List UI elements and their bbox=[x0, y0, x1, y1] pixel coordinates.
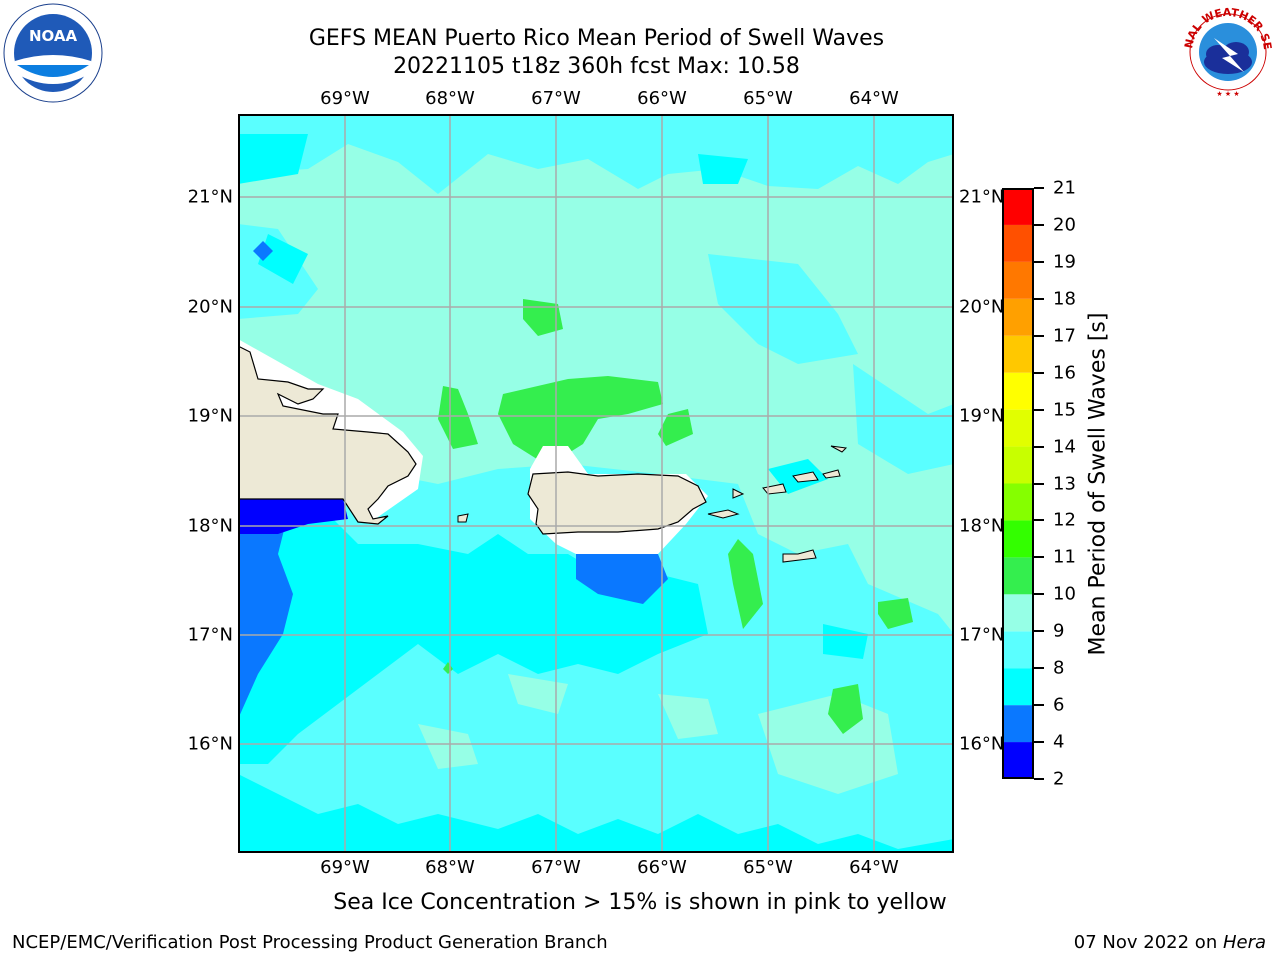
colorbar-segment bbox=[1002, 742, 1034, 779]
colorbar-tick-label: 6 bbox=[1053, 694, 1065, 716]
lon-label-top: 67°W bbox=[531, 88, 581, 109]
colorbar-label: Mean Period of Swell Waves [s] bbox=[1085, 312, 1111, 656]
lon-label-bottom: 68°W bbox=[425, 857, 475, 878]
lon-label-top: 64°W bbox=[849, 88, 899, 109]
colorbar-tick-label: 14 bbox=[1053, 436, 1076, 458]
svg-text:★ ★ ★: ★ ★ ★ bbox=[1216, 90, 1239, 98]
colorbar-tick-label: 2 bbox=[1053, 768, 1065, 790]
lat-label-right: 20°N bbox=[959, 296, 1005, 318]
colorbar-tick-label: 9 bbox=[1053, 620, 1065, 642]
colorbar-tick-mark bbox=[1034, 297, 1044, 300]
colorbar-segment bbox=[1002, 335, 1034, 373]
colorbar-tick-mark bbox=[1034, 445, 1044, 448]
lon-label-bottom: 66°W bbox=[637, 857, 687, 878]
colorbar-tick-label: 21 bbox=[1053, 177, 1076, 199]
colorbar-tick-mark bbox=[1034, 260, 1044, 263]
lat-label-left: 20°N bbox=[187, 296, 233, 318]
colorbar-tick-label: 12 bbox=[1053, 509, 1076, 531]
colorbar-tick-mark bbox=[1034, 593, 1044, 596]
colorbar-tick-mark bbox=[1034, 556, 1044, 559]
lat-label-left: 16°N bbox=[187, 733, 233, 755]
colorbar-tick-label: 17 bbox=[1053, 325, 1076, 347]
colorbar-segment bbox=[1002, 446, 1034, 484]
sea-ice-note: Sea Ice Concentration > 15% is shown in … bbox=[333, 890, 947, 915]
lat-label-right: 21°N bbox=[959, 186, 1005, 208]
colorbar-tick-label: 10 bbox=[1053, 583, 1076, 605]
colorbar-tick-label: 18 bbox=[1053, 288, 1076, 310]
colorbar-tick-label: 8 bbox=[1053, 657, 1065, 679]
colorbar-segment bbox=[1002, 483, 1034, 521]
lat-label-left: 21°N bbox=[187, 186, 233, 208]
map-graticule bbox=[238, 114, 954, 853]
colorbar-tick-label: 15 bbox=[1053, 399, 1076, 421]
colorbar-segment bbox=[1002, 557, 1034, 595]
lon-label-bottom: 67°W bbox=[531, 857, 581, 878]
colorbar-tick-label: 4 bbox=[1053, 731, 1065, 753]
chart-title-line-1: GEFS MEAN Puerto Rico Mean Period of Swe… bbox=[308, 26, 885, 51]
colorbar-segment bbox=[1002, 520, 1034, 558]
colorbar-segment bbox=[1002, 631, 1034, 669]
lon-label-top: 68°W bbox=[425, 88, 475, 109]
colorbar-segment bbox=[1002, 224, 1034, 262]
colorbar-tick-mark bbox=[1034, 667, 1044, 670]
swell-contour-4-6 bbox=[238, 241, 668, 719]
colorbar-segment bbox=[1002, 668, 1034, 706]
map-panel bbox=[238, 114, 954, 853]
noaa-logo-text: NOAA bbox=[29, 27, 78, 45]
colorbar-tick-mark bbox=[1034, 408, 1044, 411]
colorbar-tick-mark bbox=[1034, 519, 1044, 522]
footer-machine: Hera bbox=[1222, 932, 1266, 953]
colorbar-segment bbox=[1002, 261, 1034, 299]
colorbar-tick-mark bbox=[1034, 371, 1044, 374]
colorbar-tick-mark bbox=[1034, 704, 1044, 707]
lon-label-bottom: 69°W bbox=[320, 857, 370, 878]
chart-title-line-2: 20221105 t18z 360h fcst Max: 10.58 bbox=[393, 54, 800, 79]
footer-date-text: 07 Nov 2022 on bbox=[1073, 932, 1223, 953]
colorbar-tick-mark bbox=[1034, 482, 1044, 485]
colorbar-segment bbox=[1002, 705, 1034, 743]
colorbar-segment bbox=[1002, 188, 1034, 225]
colorbar-segment bbox=[1002, 298, 1034, 336]
lon-label-bottom: 65°W bbox=[743, 857, 793, 878]
lat-label-right: 16°N bbox=[959, 733, 1005, 755]
colorbar-tick-label: 11 bbox=[1053, 546, 1076, 568]
lat-label-right: 19°N bbox=[959, 405, 1005, 427]
footer-credit: NCEP/EMC/Verification Post Processing Pr… bbox=[12, 932, 608, 953]
colorbar-tick-label: 13 bbox=[1053, 473, 1076, 494]
colorbar-tick-label: 20 bbox=[1053, 214, 1076, 236]
colorbar-tick-mark bbox=[1034, 223, 1044, 226]
land-hispaniola bbox=[238, 345, 417, 525]
nws-logo: NATIONAL WEATHER SERVICE ★ ★ ★ bbox=[1178, 2, 1274, 98]
colorbar bbox=[1002, 188, 1034, 779]
lon-label-top: 66°W bbox=[637, 88, 687, 109]
map-border bbox=[238, 114, 954, 853]
footer-date: 07 Nov 2022 on Hera bbox=[1074, 932, 1266, 953]
colorbar-tick-mark bbox=[1034, 187, 1044, 189]
noaa-logo: NOAA bbox=[3, 3, 103, 103]
colorbar-tick-mark bbox=[1034, 778, 1044, 780]
lat-label-right: 18°N bbox=[959, 515, 1005, 537]
lat-label-left: 19°N bbox=[187, 405, 233, 427]
colorbar-segment bbox=[1002, 409, 1034, 447]
lon-label-top: 65°W bbox=[743, 88, 793, 109]
colorbar-segment bbox=[1002, 594, 1034, 632]
lat-label-left: 18°N bbox=[187, 515, 233, 537]
colorbar-border bbox=[1002, 188, 1034, 779]
colorbar-tick-mark bbox=[1034, 741, 1044, 744]
lon-label-top: 69°W bbox=[320, 88, 370, 109]
swell-contour-10-11 bbox=[438, 299, 913, 734]
colorbar-tick-mark bbox=[1034, 630, 1044, 633]
lon-label-bottom: 64°W bbox=[849, 857, 899, 878]
colorbar-tick-mark bbox=[1034, 334, 1044, 337]
lat-label-right: 17°N bbox=[959, 624, 1005, 646]
colorbar-segment bbox=[1002, 372, 1034, 410]
colorbar-tick-label: 19 bbox=[1053, 251, 1076, 273]
lat-label-left: 17°N bbox=[187, 624, 233, 646]
colorbar-tick-label: 16 bbox=[1053, 362, 1076, 384]
